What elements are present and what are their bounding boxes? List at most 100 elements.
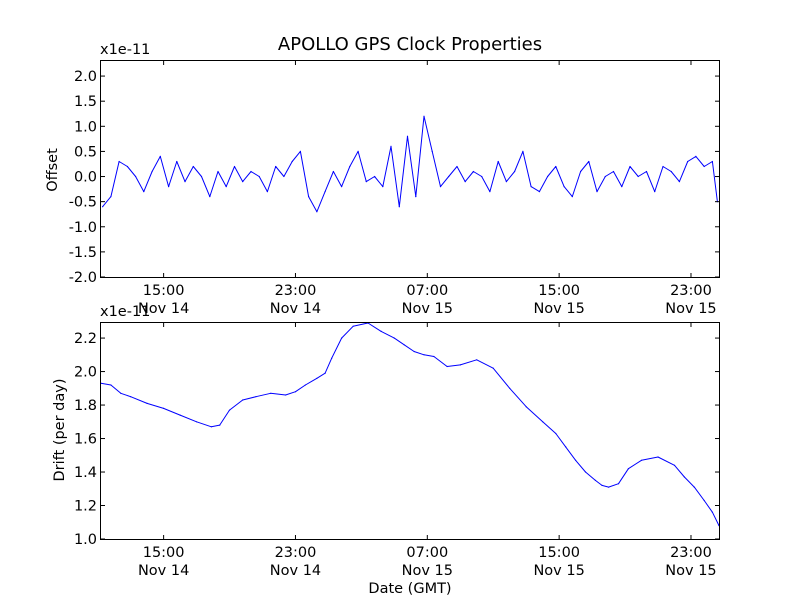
drift-x-tick-date-label: Nov 14 <box>138 563 189 579</box>
offset-x-tick-date-label: Nov 14 <box>270 301 321 317</box>
drift-data-point <box>693 486 695 488</box>
drift-x-tick-time-label: 07:00 <box>406 545 448 561</box>
drift-data-point <box>393 337 395 339</box>
offset-data-point <box>217 170 219 173</box>
offset-data-point <box>184 181 186 183</box>
drift-data-point <box>380 330 382 332</box>
drift-data-point <box>110 384 112 386</box>
offset-data-point <box>110 196 112 198</box>
drift-data-point <box>196 421 198 423</box>
offset-data-point <box>604 175 606 178</box>
offset-data-point <box>637 175 639 178</box>
offset-data-point <box>168 186 170 188</box>
x-axis-label: Date (GMT) <box>368 581 451 597</box>
drift-data-point <box>285 394 287 396</box>
drift-data-point <box>210 426 212 428</box>
offset-data-point <box>547 175 549 178</box>
offset-data-point <box>629 165 631 168</box>
offset-data-point <box>472 170 474 173</box>
offset-data-point <box>670 170 672 173</box>
drift-data-point <box>331 357 333 359</box>
offset-data-point <box>514 170 516 173</box>
drift-data-point <box>594 479 597 481</box>
drift-plot-frame <box>100 322 720 540</box>
offset-data-point <box>703 165 705 168</box>
drift-data-point <box>423 354 425 356</box>
offset-y-tick-label: -1.5 <box>69 245 97 261</box>
offset-data-point <box>571 196 573 198</box>
offset-y-tick-label: -0.5 <box>69 195 97 211</box>
drift-data-point <box>433 355 435 358</box>
drift-x-tick-time-label: 23:00 <box>275 545 317 561</box>
offset-data-point <box>209 196 211 198</box>
drift-data-point <box>617 483 620 485</box>
offset-data-point <box>258 175 260 178</box>
drift-data-point <box>492 367 494 369</box>
drift-axis-ticks: 1.0 1.2 1.4 1.6 1.8 2.0 2.2 15:00 Nov 14 23:00 Nov… <box>74 323 719 579</box>
offset-data-point <box>357 150 359 152</box>
offset-data-point <box>645 170 648 173</box>
offset-data-point <box>291 160 293 163</box>
offset-data-point <box>563 186 565 188</box>
offset-data-point <box>481 175 483 178</box>
drift-data-point <box>324 372 326 374</box>
offset-data-point <box>612 170 615 173</box>
drift-x-tick-date-label: Nov 14 <box>270 563 321 579</box>
offset-data-point <box>538 191 541 193</box>
offset-data-point <box>176 160 178 163</box>
offset-data-point <box>654 191 656 193</box>
offset-data-point <box>530 186 532 188</box>
drift-data-point <box>703 499 705 502</box>
drift-data-point <box>341 337 343 339</box>
offset-data-point <box>464 181 466 183</box>
drift-y-tick-label: 2.2 <box>74 331 97 347</box>
drift-data-point <box>509 387 511 389</box>
offset-data-point <box>456 165 458 168</box>
drift-data-point <box>130 396 132 398</box>
offset-data-point <box>415 196 417 198</box>
offset-data-point <box>621 186 623 188</box>
offset-data-point <box>242 181 244 183</box>
offset-y-tick-label: -1.0 <box>69 220 97 236</box>
drift-data-point <box>179 414 181 416</box>
drift-data-point <box>640 459 643 461</box>
offset-data-point <box>390 145 392 147</box>
drift-data-point <box>304 384 306 386</box>
drift-data-point <box>228 409 231 411</box>
offset-data-point <box>332 170 334 173</box>
drift-data-point <box>683 476 686 478</box>
offset-x-tick-time-label: 15:00 <box>538 283 580 299</box>
drift-data-point <box>403 344 405 346</box>
offset-data-point <box>225 186 227 188</box>
offset-data-point <box>275 165 277 168</box>
drift-x-tick-date-label: Nov 15 <box>533 563 584 579</box>
drift-panel: x1e-11 Drift (per day) 1.0 1.2 1.4 1.6 1.8 2.… <box>52 304 720 597</box>
offset-data-point <box>398 206 400 208</box>
drift-data-point <box>711 511 714 513</box>
offset-x-tick-time-label: 23:00 <box>670 283 712 299</box>
offset-data-point <box>349 165 351 168</box>
offset-data-point <box>151 170 153 173</box>
offset-x-tick-date-label: Nov 15 <box>402 301 453 317</box>
offset-x-tick-time-label: 07:00 <box>406 283 448 299</box>
offset-data-point <box>250 170 252 173</box>
drift-y-axis-label: Drift (per day) <box>52 379 68 482</box>
drift-y-tick-label: 1.2 <box>74 499 97 515</box>
offset-y-tick-label: 2.0 <box>74 69 97 85</box>
offset-data-point <box>522 150 524 152</box>
drift-data-point <box>120 392 122 394</box>
offset-data-point <box>596 191 598 193</box>
drift-x-tick-date-label: Nov 15 <box>402 563 453 579</box>
drift-x-tick-time-label: 15:00 <box>143 545 185 561</box>
offset-data-point <box>489 191 491 193</box>
drift-data-point <box>555 432 557 435</box>
drift-y-tick-label: 1.4 <box>74 465 97 481</box>
offset-y-tick-label: 0.0 <box>74 170 97 186</box>
offset-data-point <box>678 181 681 183</box>
drift-data-point <box>413 350 415 353</box>
offset-x-tick-time-label: 15:00 <box>143 283 185 299</box>
offset-y-tick-label: 0.5 <box>74 144 97 160</box>
drift-data-point <box>542 421 544 423</box>
drift-y-tick-label: 1.6 <box>74 432 97 448</box>
